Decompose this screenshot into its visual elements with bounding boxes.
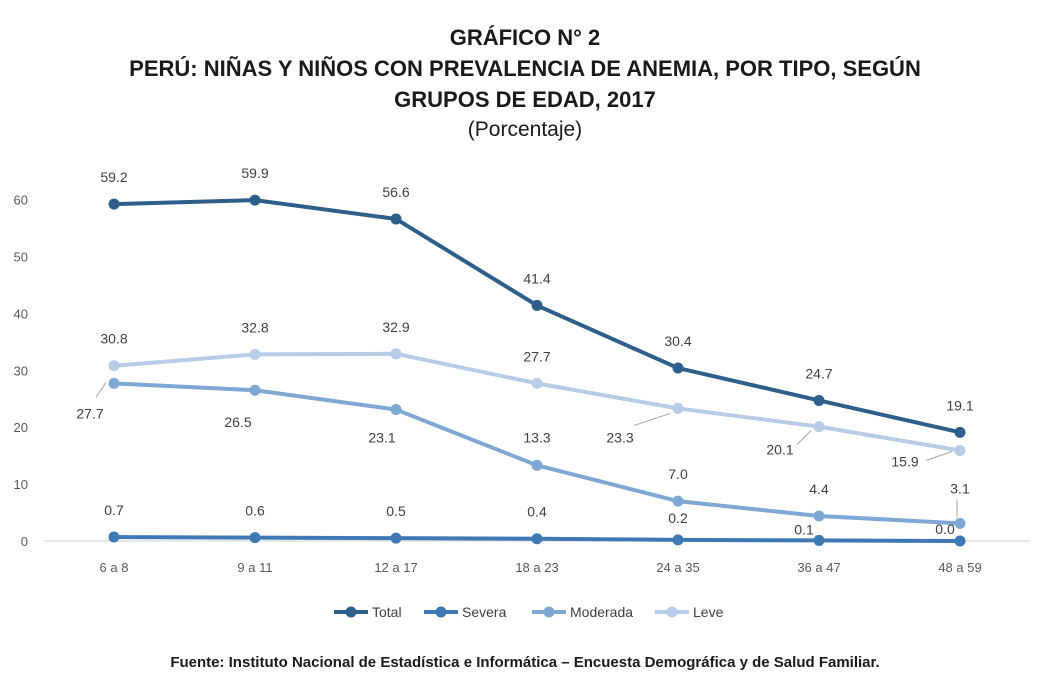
data-label: 15.9: [891, 454, 918, 470]
data-label: 27.7: [76, 405, 103, 421]
series-line: [112, 198, 962, 435]
y-tick-label: 20: [14, 420, 28, 435]
data-point: [108, 198, 120, 210]
y-tick-label: 30: [14, 363, 28, 378]
data-point: [813, 510, 825, 522]
data-point: [813, 421, 825, 433]
data-point: [672, 495, 684, 507]
data-label: 0.0: [935, 521, 955, 537]
x-tick-label: 36 a 47: [797, 560, 840, 575]
data-point: [108, 360, 120, 372]
data-label: 0.6: [245, 503, 265, 519]
legend-item-moderada: Moderada: [532, 604, 633, 620]
data-point: [531, 533, 543, 545]
x-tick-label: 6 a 8: [100, 560, 129, 575]
legend-swatch-marker: [345, 606, 357, 618]
data-point: [672, 362, 684, 374]
data-point: [108, 531, 120, 543]
data-label: 23.3: [606, 429, 633, 445]
chart-title-line-1: GRÁFICO N° 2: [449, 25, 601, 50]
data-label: 13.3: [523, 429, 550, 445]
chart-title-line-3: GRUPOS DE EDAD, 2017: [394, 87, 656, 112]
x-tick-label: 9 a 11: [237, 560, 272, 575]
label-leader-line: [95, 382, 107, 398]
x-tick-label: 48 a 59: [938, 560, 981, 575]
data-label: 32.8: [241, 319, 268, 335]
data-point: [954, 445, 966, 457]
data-point: [531, 459, 543, 471]
data-point: [954, 426, 966, 438]
data-label: 26.5: [224, 414, 251, 430]
label-leader-line: [796, 430, 812, 445]
data-point: [672, 534, 684, 546]
legend-swatch-marker: [435, 606, 447, 618]
data-point: [390, 532, 402, 544]
source-note: Fuente: Instituto Nacional de Estadístic…: [170, 654, 880, 671]
data-label: 41.4: [523, 270, 550, 286]
data-label: 23.1: [368, 430, 395, 446]
data-point: [672, 402, 684, 414]
data-point: [531, 377, 543, 389]
data-label: 56.6: [382, 184, 409, 200]
data-point: [954, 535, 966, 547]
data-point: [249, 194, 261, 206]
legend-label: Severa: [462, 604, 507, 620]
data-label: 30.8: [100, 331, 127, 347]
data-label: 59.9: [241, 165, 268, 181]
data-label: 19.1: [946, 397, 973, 413]
x-tick-label: 12 a 17: [374, 560, 417, 575]
data-point: [813, 534, 825, 546]
data-label: 27.7: [523, 348, 550, 364]
label-leader-line: [633, 412, 671, 426]
data-label: 3.1: [950, 480, 970, 496]
y-tick-label: 0: [21, 534, 28, 549]
legend-item-severa: Severa: [424, 604, 507, 620]
x-tick-label: 24 a 35: [656, 560, 699, 575]
chart-header: GRÁFICO N° 2 PERÚ: NIÑAS Y NIÑOS CON PRE…: [0, 22, 1050, 145]
legend-swatch-marker: [543, 606, 555, 618]
data-point: [390, 213, 402, 225]
data-label: 30.4: [664, 333, 691, 349]
y-tick-label: 60: [14, 193, 28, 208]
y-tick-label: 50: [14, 250, 28, 265]
data-point: [813, 394, 825, 406]
y-tick-label: 40: [14, 306, 28, 321]
data-point: [108, 377, 120, 389]
data-label: 0.7: [104, 502, 124, 518]
data-point: [390, 348, 402, 360]
series-moderada: [108, 377, 966, 529]
data-label: 0.1: [794, 521, 814, 537]
series-leve: [108, 348, 966, 457]
legend-label: Leve: [693, 604, 724, 620]
data-label: 20.1: [766, 442, 793, 458]
data-label: 0.2: [668, 510, 688, 526]
data-label: 7.0: [668, 466, 688, 482]
x-tick-label: 18 a 23: [515, 560, 558, 575]
data-point: [954, 517, 966, 529]
data-label: 24.7: [805, 365, 832, 381]
data-point: [390, 404, 402, 416]
line-chart: 0 10 20 30 40 50 60 6 a 8 9 a 11 12 a 17 18 a 23 24…: [14, 165, 1030, 620]
series-severa: [108, 531, 966, 547]
data-point: [249, 532, 261, 544]
label-leader-line: [925, 451, 953, 462]
legend-swatch-marker: [666, 606, 678, 618]
data-point: [249, 384, 261, 396]
series-total: [108, 194, 966, 438]
data-label: 4.4: [809, 481, 829, 497]
data-point: [531, 299, 543, 311]
data-label: 0.5: [386, 503, 406, 519]
y-tick-label: 10: [14, 477, 28, 492]
data-label: 59.2: [100, 169, 127, 185]
data-point: [249, 348, 261, 360]
data-label: 0.4: [527, 504, 547, 520]
chart-subtitle: (Porcentaje): [467, 118, 583, 141]
legend-item-leve: Leve: [655, 604, 724, 620]
data-label: 32.9: [382, 319, 409, 335]
legend-item-total: Total: [334, 604, 402, 620]
legend-label: Moderada: [570, 604, 633, 620]
chart-title-line-2: PERÚ: NIÑAS Y NIÑOS CON PREVALENCIA DE A…: [129, 56, 921, 81]
legend-label: Total: [372, 604, 402, 620]
